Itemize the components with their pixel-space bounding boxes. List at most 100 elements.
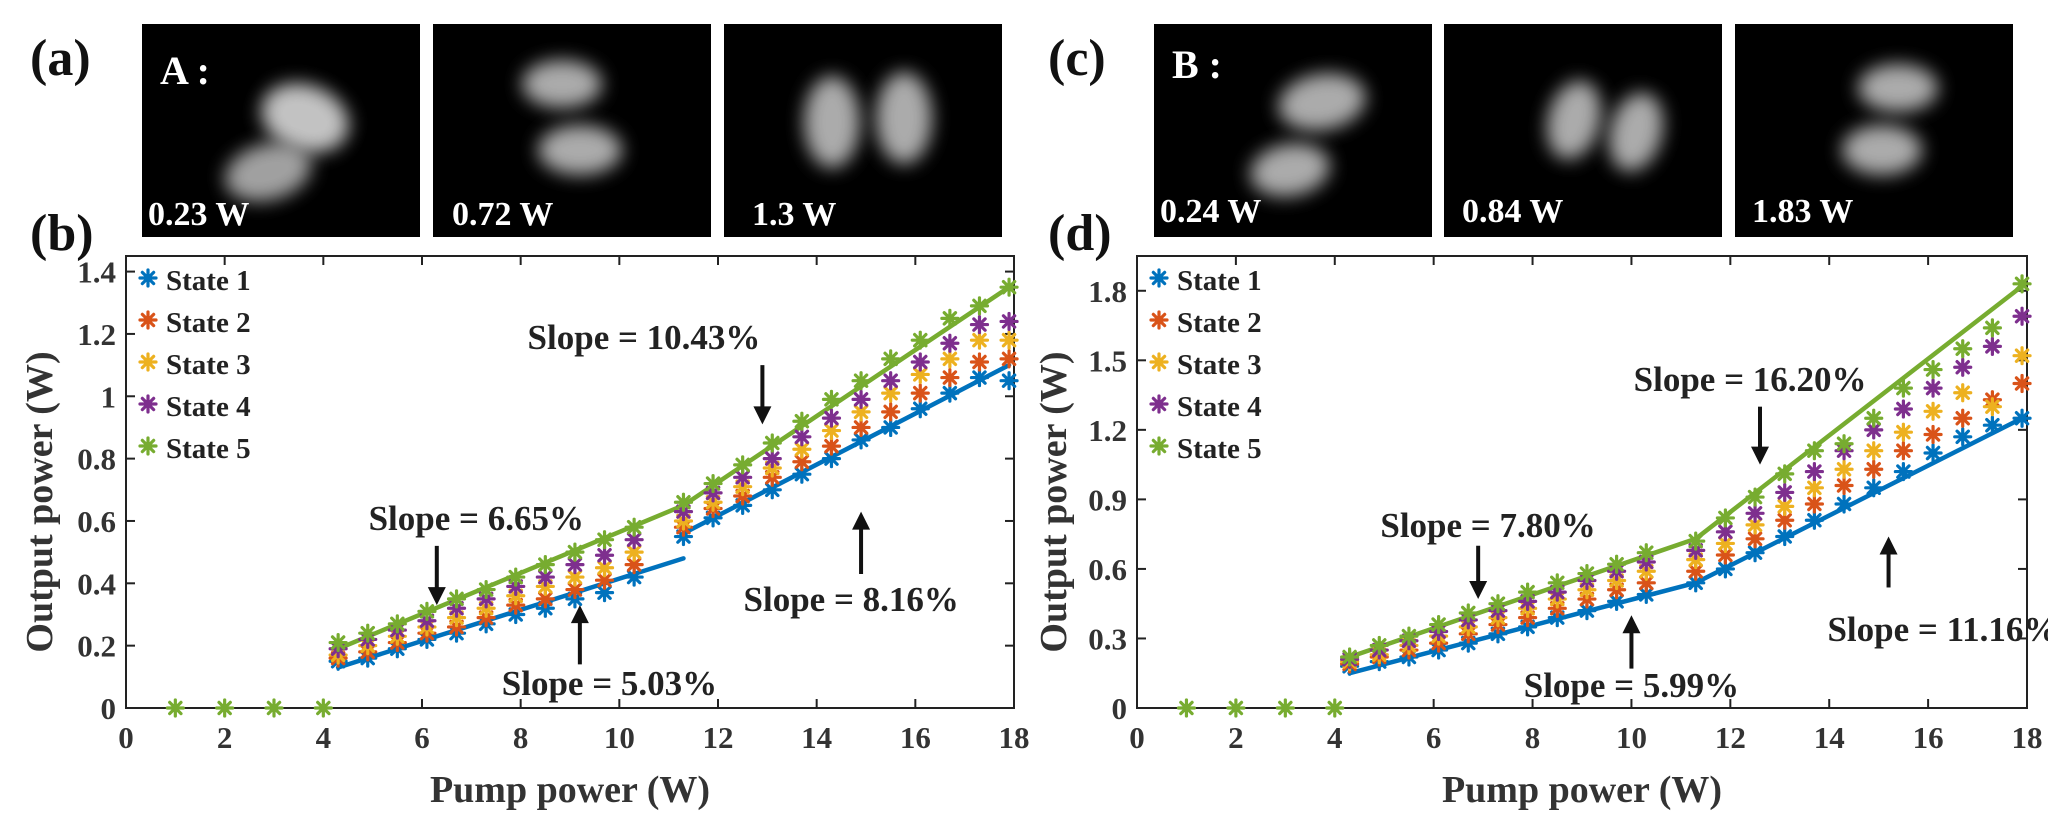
data-point — [417, 601, 437, 621]
beam-caption-a2: 0.72 W — [452, 196, 553, 233]
slope-annotation: Slope = 6.65% — [369, 499, 584, 538]
annotation-arrowhead — [1751, 446, 1769, 465]
slope-annotation: Slope = 7.80% — [1380, 506, 1595, 545]
data-point — [762, 449, 782, 469]
data-point — [792, 411, 812, 431]
panel-label-b: (b) — [30, 205, 94, 262]
data-point — [1775, 496, 1795, 516]
annotation-arrowhead — [1469, 581, 1488, 600]
data-point — [1577, 563, 1597, 584]
beam-caption-b1: 0.24 W — [1160, 193, 1261, 230]
data-point — [881, 371, 901, 391]
data-point — [910, 330, 930, 350]
data-point — [1429, 614, 1449, 635]
data-point — [1775, 526, 1795, 547]
plot-area — [125, 255, 1015, 709]
data-point — [138, 268, 158, 288]
data-point — [969, 330, 990, 350]
annotation-arrowhead — [427, 587, 446, 606]
data-point — [1923, 378, 1943, 398]
data-point — [165, 698, 185, 718]
data-point — [1636, 543, 1656, 563]
y-axis-label: Output power (W) — [1033, 351, 1075, 652]
data-point — [999, 349, 1019, 369]
y-tick-label: 1.2 — [1088, 413, 1127, 448]
x-tick-label: 18 — [999, 720, 1030, 755]
annotation-arrowhead — [753, 406, 772, 425]
data-point — [792, 464, 812, 484]
y-tick-label: 0.6 — [1088, 552, 1127, 587]
x-axis-label: Pump power (W) — [1442, 769, 1722, 811]
data-point — [594, 545, 615, 565]
data-point — [264, 698, 284, 718]
data-point — [821, 449, 842, 469]
data-point — [821, 436, 842, 456]
data-point — [624, 555, 644, 575]
chart-d: 0 2 4 6 8 10 12 14 16 18 0 0.3 0.6 0.9 1.2 1.5 1.8 Pump p… — [1033, 255, 2048, 811]
data-point — [1488, 594, 1508, 614]
data-point — [999, 311, 1019, 332]
data-point — [881, 383, 901, 403]
beam-lobe — [804, 76, 860, 168]
y-tick-label: 0 — [101, 691, 117, 726]
data-point — [969, 314, 990, 335]
legend: State 1 State 2 State 3 State 4 State 5 — [138, 265, 251, 465]
data-point — [1893, 441, 1913, 461]
data-point — [535, 567, 555, 587]
data-point — [1399, 626, 1419, 646]
annotation-arrowhead — [852, 511, 871, 530]
data-point — [358, 623, 378, 643]
y-tick-label: 1.8 — [1088, 274, 1127, 309]
beam-lobe — [538, 125, 622, 175]
beam-lobe — [1842, 125, 1922, 175]
data-point — [1953, 357, 1973, 377]
data-point — [313, 698, 333, 718]
x-tick-label: 6 — [414, 720, 430, 755]
data-point — [624, 567, 644, 587]
data-point — [762, 480, 782, 500]
data-point — [506, 567, 526, 587]
data-point — [733, 467, 753, 487]
data-point — [851, 371, 871, 391]
data-point — [1953, 427, 1973, 447]
data-point — [910, 364, 930, 385]
data-point — [999, 371, 1019, 391]
data-point — [703, 473, 723, 494]
data-point — [1864, 408, 1884, 428]
data-point — [1636, 573, 1656, 593]
data-point — [1893, 422, 1913, 442]
panel-label-d: (d) — [1048, 205, 1112, 262]
data-point — [1893, 461, 1913, 482]
data-point — [1834, 494, 1854, 514]
data-point — [1636, 584, 1656, 605]
slope-annotation: Slope = 11.16% — [1827, 610, 2048, 649]
beam-lobe — [224, 142, 312, 202]
y-tick-label: 1 — [101, 379, 117, 414]
data-point — [1953, 408, 1973, 428]
data-point — [1176, 698, 1197, 718]
data-point — [1834, 434, 1854, 454]
data-point — [1745, 543, 1765, 563]
data-point — [881, 402, 901, 422]
data-point — [624, 542, 644, 562]
legend-entry: State 2 — [1177, 307, 1262, 339]
legend-entry: State 1 — [1177, 265, 1262, 297]
x-tick-label: 8 — [1525, 720, 1541, 755]
beam-image-b1 — [1154, 24, 1432, 237]
x-tick-label: 12 — [1715, 720, 1746, 755]
legend-entry: State 4 — [1177, 391, 1262, 423]
data-point — [1804, 461, 1824, 482]
data-point — [1715, 508, 1735, 528]
x-tick-label: 0 — [1129, 720, 1145, 755]
beam-caption-b3: 1.83 W — [1752, 193, 1853, 230]
x-tick-label: 12 — [703, 720, 734, 755]
data-point — [535, 555, 555, 575]
data-point — [1149, 310, 1169, 330]
y-tick-label: 0.8 — [77, 442, 116, 477]
annotation-arrowhead — [1879, 536, 1898, 555]
data-point — [1834, 459, 1854, 479]
legend: State 1 State 2 State 3 State 4 State 5 — [1149, 265, 1262, 465]
data-point — [594, 558, 615, 578]
data-point — [1804, 478, 1824, 498]
